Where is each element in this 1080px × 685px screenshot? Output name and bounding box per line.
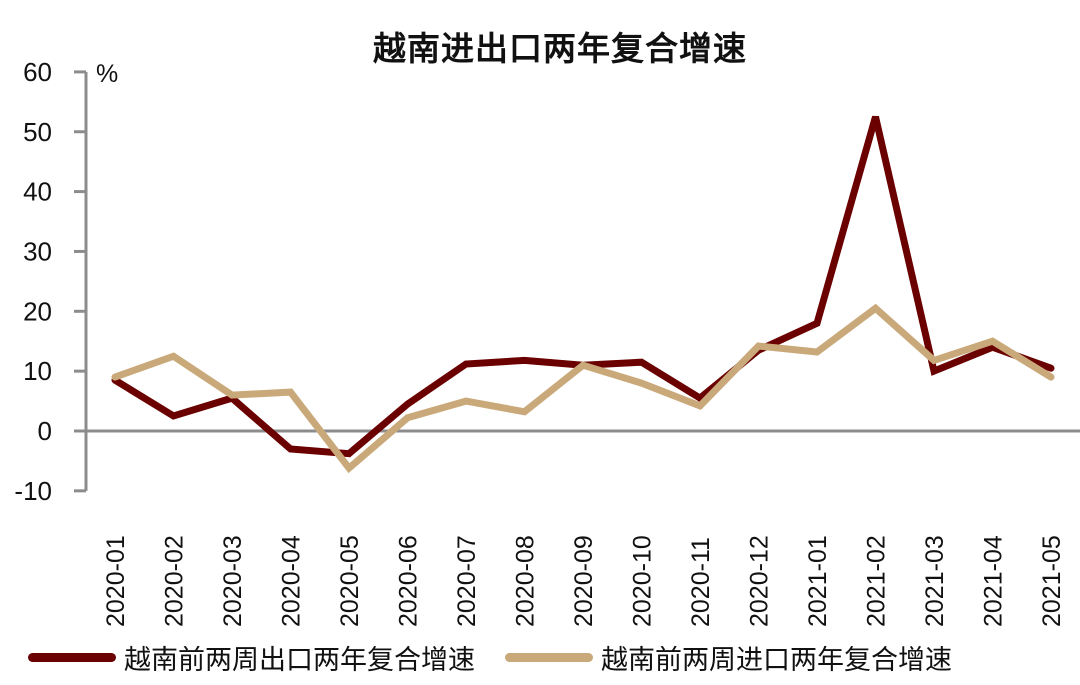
y-tick-label: 10 bbox=[23, 356, 52, 386]
x-tick-label: 2020-07 bbox=[453, 535, 481, 627]
series-lines bbox=[111, 115, 1055, 474]
y-axis: 60 50 40 30 20 10 0 -10 bbox=[14, 57, 88, 506]
x-tick-label: 2021-05 bbox=[1038, 535, 1066, 627]
export-series-line bbox=[111, 115, 1055, 458]
y-tick-label: 40 bbox=[23, 177, 52, 207]
x-tick-label: 2021-02 bbox=[863, 535, 891, 627]
y-unit-label: % bbox=[96, 60, 118, 88]
y-tick-label: -10 bbox=[14, 476, 52, 506]
x-tick-label: 2020-12 bbox=[746, 535, 774, 627]
x-tick-label: 2020-05 bbox=[336, 535, 364, 627]
chart-title: 越南进出口两年复合增速 bbox=[373, 29, 747, 68]
y-tick-label: 60 bbox=[23, 57, 52, 87]
x-tick-label: 2020-01 bbox=[102, 535, 130, 627]
legend-label-import: 越南前两周进口两年复合增速 bbox=[601, 645, 952, 676]
x-tick-label: 2021-01 bbox=[804, 535, 832, 627]
x-axis: 2020-01 2020-02 2020-03 2020-04 2020-05 2020-… bbox=[86, 429, 1080, 627]
x-tick-label: 2020-11 bbox=[687, 537, 715, 627]
legend-swatch-import bbox=[505, 653, 593, 662]
y-tick-label: 0 bbox=[38, 416, 52, 446]
import-series-line bbox=[111, 303, 1055, 474]
x-tick-label: 2020-02 bbox=[161, 535, 189, 627]
legend-swatch-export bbox=[28, 653, 116, 662]
x-tick-label: 2020-06 bbox=[395, 535, 423, 627]
y-tick-label: 30 bbox=[23, 236, 52, 266]
x-tick-label: 2020-04 bbox=[278, 535, 306, 627]
legend-item-import: 越南前两周进口两年复合增速 bbox=[505, 638, 952, 677]
y-tick-label: 20 bbox=[23, 296, 52, 326]
y-tick-label: 50 bbox=[23, 117, 52, 147]
x-tick-label: 2020-10 bbox=[629, 535, 657, 627]
x-tick-label: 2020-03 bbox=[219, 535, 247, 627]
x-tick-label: 2020-08 bbox=[512, 535, 540, 627]
x-tick-label: 2021-03 bbox=[921, 535, 949, 627]
legend: 越南前两周出口两年复合增速 越南前两周进口两年复合增速 bbox=[28, 638, 982, 677]
legend-item-export: 越南前两周出口两年复合增速 bbox=[28, 638, 475, 677]
legend-label-export: 越南前两周出口两年复合增速 bbox=[124, 645, 475, 676]
x-tick-label: 2021-04 bbox=[980, 535, 1008, 627]
x-tick-label: 2020-09 bbox=[570, 535, 598, 627]
